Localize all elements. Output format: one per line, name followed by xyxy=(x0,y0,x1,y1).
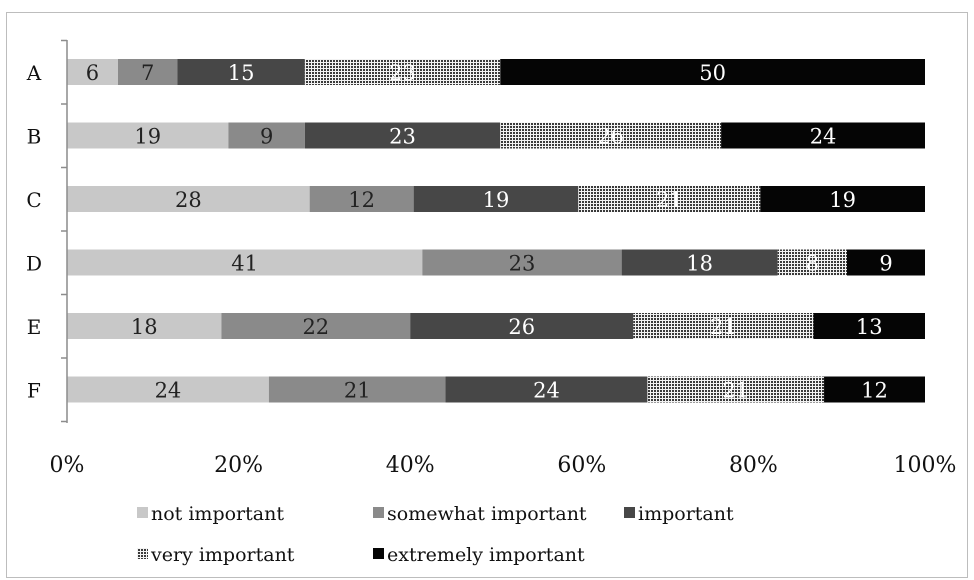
data-label: 13 xyxy=(856,315,883,339)
bar-segment-D-very-important xyxy=(777,249,847,276)
category-label: C xyxy=(26,188,41,212)
x-tick-label: 40% xyxy=(386,453,435,478)
bar-segment-F-not-important xyxy=(67,376,269,403)
data-label: 50 xyxy=(699,61,726,85)
data-label: 9 xyxy=(879,252,892,276)
bar-segment-A-very-important xyxy=(304,59,501,85)
x-tick-label: 20% xyxy=(214,453,263,478)
legend-swatch xyxy=(373,548,384,559)
legend-swatch xyxy=(137,507,148,518)
bar-segment-B-extremely-important xyxy=(721,122,925,149)
bar-segment-E-somewhat-important xyxy=(221,313,411,339)
bar-segment-F-important xyxy=(445,376,648,403)
legend-label: very important xyxy=(150,544,295,566)
data-label: 18 xyxy=(686,252,713,276)
data-label: 6 xyxy=(86,61,99,85)
data-label: 24 xyxy=(155,379,182,403)
bar-segment-D-not-important xyxy=(67,249,423,276)
data-label: 21 xyxy=(710,315,737,339)
bar-segment-B-not-important xyxy=(67,122,229,149)
legend-label: extremely important xyxy=(387,544,585,566)
data-label: 23 xyxy=(389,61,416,85)
legend-swatch xyxy=(624,507,635,518)
data-label: 9 xyxy=(260,125,273,149)
bar-segment-C-not-important xyxy=(67,186,310,212)
bar-segment-B-important xyxy=(304,122,501,149)
data-label: 19 xyxy=(829,188,856,212)
data-label: 19 xyxy=(483,188,510,212)
data-label: 23 xyxy=(389,125,416,149)
data-label: 24 xyxy=(810,125,837,149)
category-label: F xyxy=(27,379,41,403)
legend-label: not important xyxy=(151,503,284,525)
bar-segment-B-somewhat-important xyxy=(228,122,305,149)
data-label: 26 xyxy=(597,125,624,149)
data-label: 21 xyxy=(344,379,371,403)
data-label: 15 xyxy=(228,61,255,85)
category-label: B xyxy=(27,125,42,149)
bar-segment-E-important xyxy=(410,313,634,339)
bar-segment-A-important xyxy=(177,59,305,85)
legend-label: important xyxy=(638,503,734,525)
data-label: 22 xyxy=(302,315,329,339)
bar-segment-A-somewhat-important xyxy=(117,59,178,85)
category-label: D xyxy=(26,252,42,276)
data-label: 41 xyxy=(231,252,258,276)
data-label: 21 xyxy=(656,188,683,212)
data-label: 12 xyxy=(861,379,888,403)
data-label: 24 xyxy=(533,379,560,403)
data-label: 28 xyxy=(175,188,202,212)
data-label: 18 xyxy=(131,315,158,339)
data-label: 23 xyxy=(509,252,536,276)
category-label: E xyxy=(27,315,42,339)
bar-segment-E-extremely-important xyxy=(813,313,925,339)
data-label: 21 xyxy=(722,379,749,403)
x-tick-label: 0% xyxy=(50,453,85,478)
bar-segment-D-important xyxy=(621,249,778,276)
bar-segment-E-very-important xyxy=(633,313,814,339)
data-label: 26 xyxy=(508,315,535,339)
bar-segment-A-extremely-important xyxy=(500,59,925,85)
x-tick-label: 100% xyxy=(894,453,957,478)
data-label: 7 xyxy=(141,61,154,85)
bar-segment-C-somewhat-important xyxy=(309,186,414,212)
legend-label: somewhat important xyxy=(387,503,587,525)
bar-segment-C-important xyxy=(413,186,579,212)
data-label: 12 xyxy=(348,188,375,212)
chart-frame xyxy=(6,12,968,578)
category-label: A xyxy=(26,61,42,85)
x-tick-label: 60% xyxy=(557,453,606,478)
data-label: 19 xyxy=(134,125,161,149)
bar-segment-D-somewhat-important xyxy=(422,249,622,276)
legend-swatch xyxy=(373,507,384,518)
data-label: 8 xyxy=(806,252,819,276)
legend-swatch xyxy=(137,548,148,559)
bar-segment-A-not-important xyxy=(67,59,118,85)
bar-segment-E-not-important xyxy=(67,313,222,339)
bar-segment-F-extremely-important xyxy=(824,376,925,403)
bar-segment-F-somewhat-important xyxy=(268,376,446,403)
bar-segment-D-extremely-important xyxy=(847,249,925,276)
bar-segment-F-very-important xyxy=(647,376,825,403)
bar-segment-C-very-important xyxy=(578,186,761,212)
bar-segment-C-extremely-important xyxy=(760,186,925,212)
x-tick-label: 80% xyxy=(729,453,778,478)
bar-segment-B-very-important xyxy=(500,122,722,149)
